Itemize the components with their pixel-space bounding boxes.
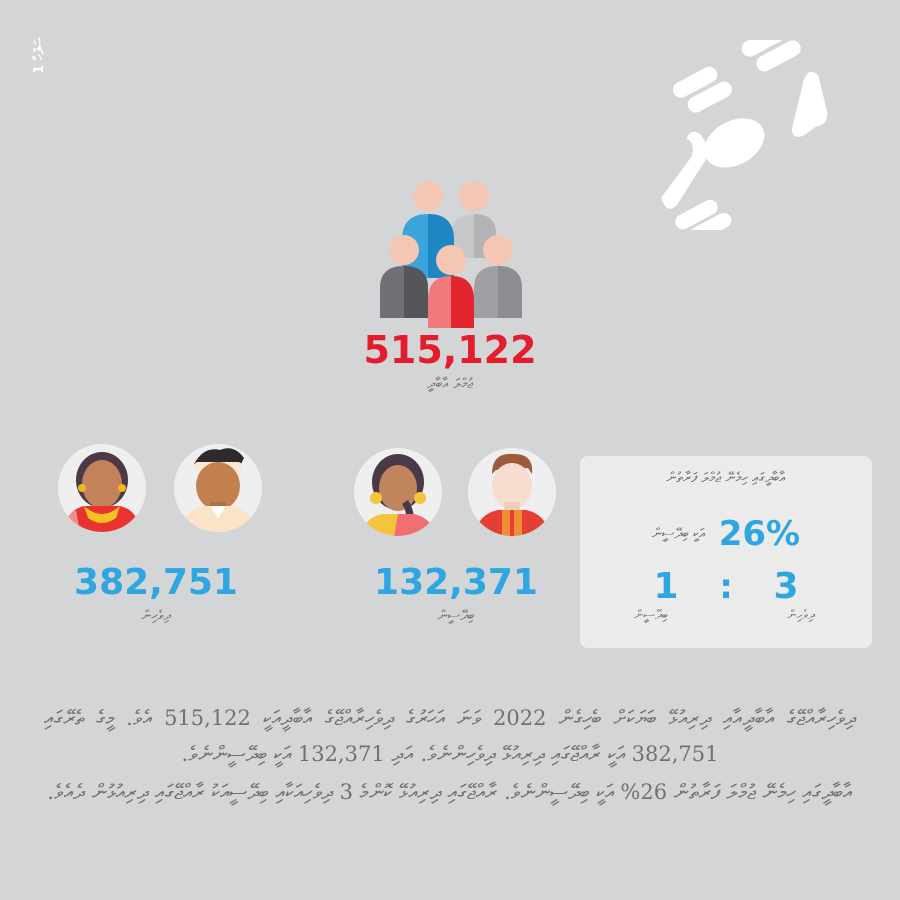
page-number-label: ސަފްހާ 1 xyxy=(31,36,47,74)
maldivians-label: ދިވެހިން xyxy=(141,608,171,624)
man-kurta-avatar xyxy=(468,448,556,536)
summary-paragraph-1: ދިވެހިރާއްޖޭގެ އާބާދީއާއި ދިރިއުޅޭ ބަޔަކ… xyxy=(44,706,857,766)
title-glyphs xyxy=(661,25,828,243)
ratio-separator: : xyxy=(719,566,733,607)
maldivians-count: 382,751 xyxy=(74,562,238,603)
foreigners-label: ބިދޭސީން xyxy=(437,608,475,624)
total-population-label: ޖުމްލަ އާބާދީ xyxy=(427,376,473,392)
ratio-right-label: ބިދޭސީން xyxy=(633,608,669,623)
page-title: އާބާދީ xyxy=(600,25,860,243)
percent-row: އަކީ ބިދޭސީން 26% xyxy=(580,514,872,554)
ratio-right-value: 1 xyxy=(653,566,679,607)
crowd-icon xyxy=(376,178,526,328)
page-number: ސަފްހާ 1 xyxy=(24,20,54,90)
ratio-labels: ބިދޭސީން ދިވެހިން xyxy=(580,608,872,623)
foreigner-percent: 26% xyxy=(718,514,801,554)
woman-traditional-avatar xyxy=(58,444,146,532)
ratio-left-value: 3 xyxy=(773,566,799,607)
foreigner-share-panel: އާބާދީގައި ހިމެނޭ ޖުމްލަ ފަރާތުން އަކީ ބ… xyxy=(580,456,872,648)
summary-paragraph-2: އާބާދީގައި ހިމެނޭ ޖުމްލަ ފަރާތުން 26% އަ… xyxy=(47,780,853,804)
ratio-row: 1 : 3 xyxy=(580,566,872,607)
share-heading: އާބާދީގައި ހިމެނޭ ޖުމްލަ ފަރާތުން xyxy=(666,470,786,486)
summary-paragraph: ދިވެހިރާއްޖޭގެ އާބާދީއާއި ދިރިއުޅޭ ބަޔަކ… xyxy=(44,700,856,812)
percent-label: އަކީ ބިދޭސީން xyxy=(651,526,705,542)
woman-sari-avatar xyxy=(354,448,442,536)
ratio-left-label: ދިވެހިން xyxy=(787,608,815,623)
foreigners-count: 132,371 xyxy=(374,562,538,603)
total-population-value: 515,122 xyxy=(363,328,537,372)
man-traditional-avatar xyxy=(174,444,262,532)
